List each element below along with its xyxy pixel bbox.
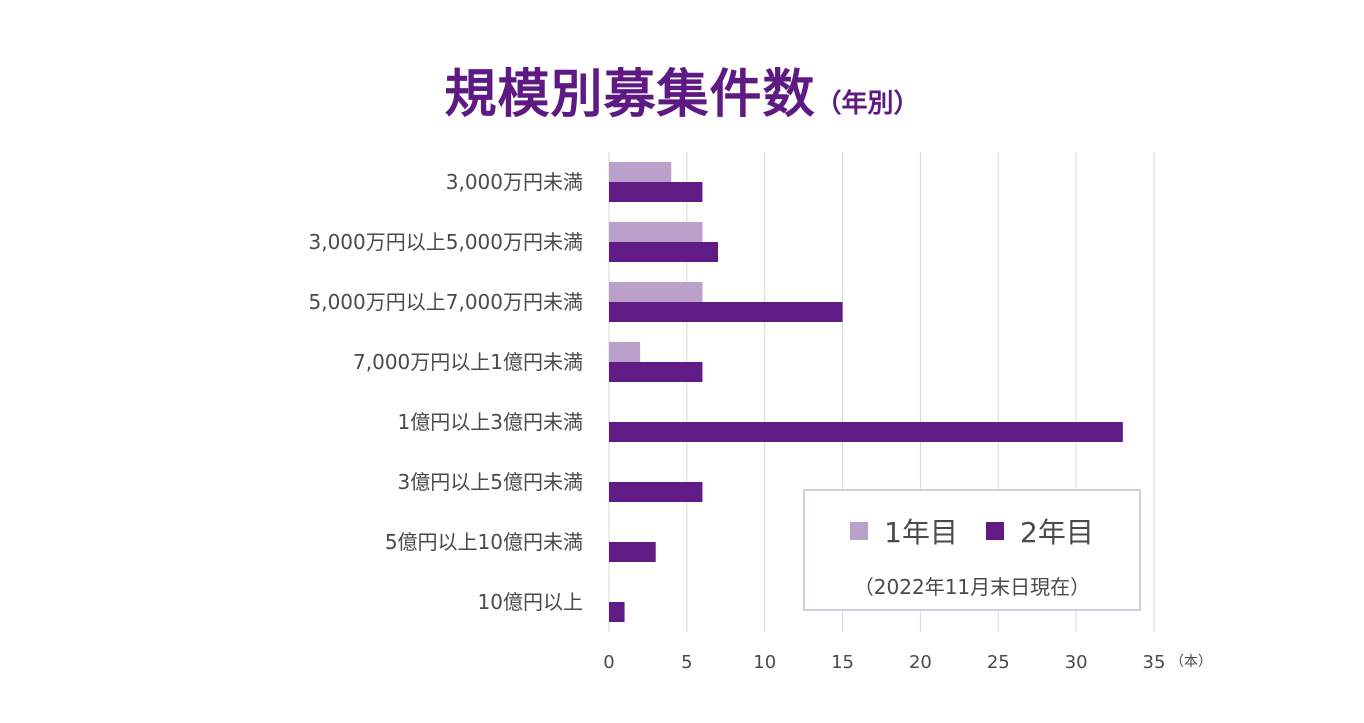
legend-swatch-year2 bbox=[986, 522, 1004, 540]
category-label-6: 5億円以上10億円未満 bbox=[385, 530, 583, 554]
legend-label-year1: 1年目 bbox=[884, 516, 958, 549]
legend-item-year1: 1年目 bbox=[850, 511, 958, 551]
category-label-5: 3億円以上5億円未満 bbox=[398, 470, 583, 494]
bar-year1-3 bbox=[609, 342, 641, 362]
bar-year2-7 bbox=[609, 602, 625, 622]
chart-title-main: 規模別募集件数 bbox=[444, 65, 816, 125]
category-labels: 3,000万円未満 3,000万円以上5,000万円未満 5,000万円以上7,00… bbox=[308, 170, 583, 614]
x-tick-labels: 0 5 10 15 20 25 30 35 （本） bbox=[603, 652, 1212, 673]
bars bbox=[609, 162, 1123, 622]
x-tick-5: 5 bbox=[681, 652, 692, 673]
bar-year2-0 bbox=[609, 182, 703, 202]
category-label-0: 3,000万円未満 bbox=[446, 170, 583, 194]
x-tick-25: 25 bbox=[987, 652, 1010, 673]
legend: 1年目 2年目 （2022年11月末日現在） bbox=[803, 489, 1141, 611]
x-tick-10: 10 bbox=[753, 652, 776, 673]
bar-year1-0 bbox=[609, 162, 672, 182]
x-unit-label: （本） bbox=[1170, 654, 1212, 670]
bar-year1-1 bbox=[609, 222, 703, 242]
chart-title-sub: （年別） bbox=[815, 89, 920, 119]
bar-year2-1 bbox=[609, 242, 718, 262]
x-tick-30: 30 bbox=[1065, 652, 1088, 673]
category-label-1: 3,000万円以上5,000万円未満 bbox=[308, 230, 583, 254]
chart-title: 規模別募集件数（年別） bbox=[0, 52, 1364, 127]
bar-year2-6 bbox=[609, 542, 656, 562]
x-tick-20: 20 bbox=[909, 652, 932, 673]
legend-swatch-year1 bbox=[850, 522, 869, 540]
bar-year1-2 bbox=[609, 282, 703, 302]
legend-note: （2022年11月末日現在） bbox=[853, 575, 1091, 599]
x-tick-0: 0 bbox=[603, 652, 614, 673]
legend-item-year2: 2年目 bbox=[986, 511, 1094, 551]
category-label-2: 5,000万円以上7,000万円未満 bbox=[308, 290, 583, 314]
bar-year2-3 bbox=[609, 362, 703, 382]
legend-label-year2: 2年目 bbox=[1020, 516, 1094, 549]
category-label-7: 10億円以上 bbox=[478, 590, 583, 614]
category-label-3: 7,000万円以上1億円未満 bbox=[353, 350, 583, 374]
bar-year2-4 bbox=[609, 422, 1123, 442]
bar-year2-5 bbox=[609, 482, 703, 502]
category-label-4: 1億円以上3億円未満 bbox=[398, 410, 583, 434]
bar-year2-2 bbox=[609, 302, 843, 322]
x-tick-35: 35 bbox=[1143, 652, 1166, 673]
x-tick-15: 15 bbox=[831, 652, 854, 673]
